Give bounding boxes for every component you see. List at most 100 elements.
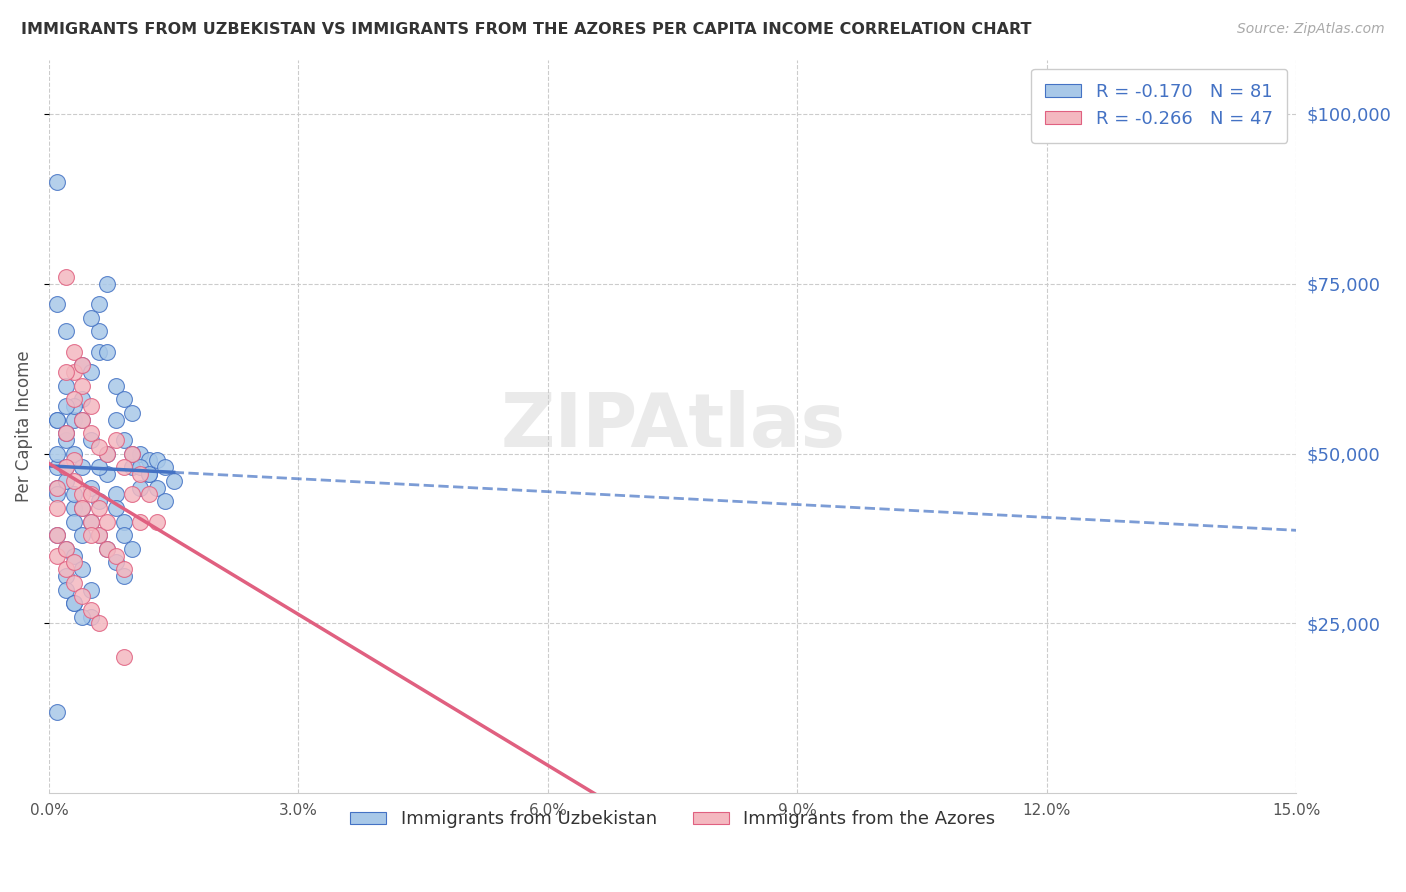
Point (163, 474, 186, 488)
Point (46, 501, 69, 516)
Point (79, 515, 101, 529)
Point (79, 582, 101, 597)
Point (70, 359, 93, 373)
Point (55, 569, 77, 583)
Point (96, 541, 118, 556)
Point (129, 515, 152, 529)
Point (87, 460, 110, 475)
Point (55, 399, 77, 413)
Point (46, 705, 69, 719)
Point (46, 481, 69, 495)
Point (155, 460, 177, 475)
Point (55, 324, 77, 338)
Point (63, 515, 86, 529)
Point (63, 399, 86, 413)
Point (87, 440, 110, 454)
Point (63, 412, 86, 426)
Point (63, 596, 86, 610)
Point (112, 392, 135, 407)
Point (55, 562, 77, 576)
Point (112, 569, 135, 583)
Point (70, 562, 93, 576)
Point (121, 487, 143, 501)
Point (104, 549, 127, 563)
Point (104, 555, 127, 569)
Point (55, 433, 77, 447)
Point (46, 297, 69, 311)
Point (63, 501, 86, 516)
Point (70, 412, 93, 426)
Point (138, 467, 160, 481)
Point (121, 406, 143, 420)
Point (155, 494, 177, 508)
Point (79, 426, 101, 441)
Point (104, 433, 127, 447)
Point (87, 528, 110, 542)
Point (146, 453, 169, 467)
Point (138, 467, 160, 481)
Point (129, 447, 152, 461)
Point (63, 596, 86, 610)
Point (70, 501, 93, 516)
Point (96, 447, 118, 461)
Point (46, 412, 69, 426)
Point (96, 344, 118, 359)
Point (70, 412, 93, 426)
Point (87, 501, 110, 516)
Point (96, 467, 118, 481)
Point (63, 453, 86, 467)
Point (63, 549, 86, 563)
Point (79, 603, 101, 617)
Point (79, 528, 101, 542)
Point (70, 528, 93, 542)
Point (46, 175, 69, 189)
Point (79, 487, 101, 501)
Point (55, 365, 77, 379)
Point (112, 528, 135, 542)
Point (55, 460, 77, 475)
Point (79, 433, 101, 447)
Point (55, 474, 77, 488)
Point (70, 609, 93, 624)
Point (79, 481, 101, 495)
Point (55, 426, 77, 441)
Point (104, 487, 127, 501)
Point (87, 528, 110, 542)
Point (55, 270, 77, 285)
Point (112, 515, 135, 529)
Text: IMMIGRANTS FROM UZBEKISTAN VS IMMIGRANTS FROM THE AZORES PER CAPITA INCOME CORRE: IMMIGRANTS FROM UZBEKISTAN VS IMMIGRANTS… (21, 22, 1032, 37)
Point (96, 541, 118, 556)
Point (46, 528, 69, 542)
Point (87, 297, 110, 311)
Point (146, 515, 169, 529)
Point (55, 378, 77, 392)
Point (70, 359, 93, 373)
Point (104, 501, 127, 516)
Point (96, 515, 118, 529)
Y-axis label: Per Capita Income: Per Capita Income (15, 351, 32, 502)
Point (63, 365, 86, 379)
Point (55, 426, 77, 441)
Point (87, 616, 110, 631)
Point (121, 447, 143, 461)
Point (96, 447, 118, 461)
Point (70, 392, 93, 407)
Point (46, 460, 69, 475)
Point (55, 582, 77, 597)
Point (121, 447, 143, 461)
Point (46, 447, 69, 461)
Point (87, 494, 110, 508)
Point (55, 460, 77, 475)
Point (138, 453, 160, 467)
Point (46, 412, 69, 426)
Point (79, 515, 101, 529)
Point (70, 378, 93, 392)
Point (104, 412, 127, 426)
Point (87, 344, 110, 359)
Point (112, 562, 135, 576)
Point (129, 460, 152, 475)
Point (46, 487, 69, 501)
Point (46, 528, 69, 542)
Point (87, 324, 110, 338)
Point (70, 590, 93, 604)
